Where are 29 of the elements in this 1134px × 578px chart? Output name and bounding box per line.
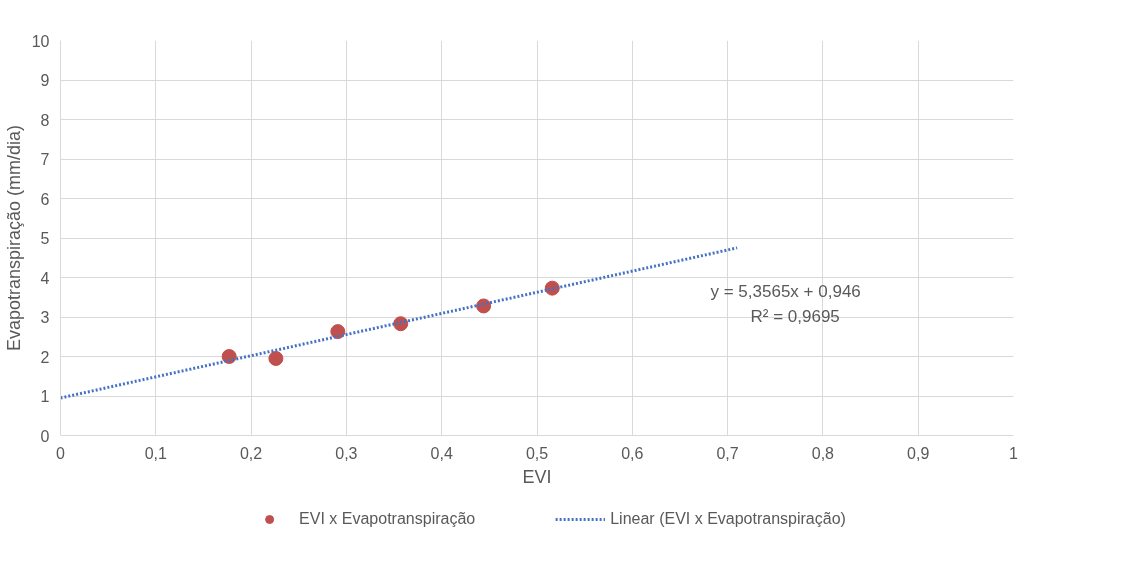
y-tick-label: 6 xyxy=(40,190,50,208)
x-tick-label: 0,5 xyxy=(525,444,549,462)
y-tick-label: 10 xyxy=(31,32,50,50)
y-axis-title: Evapotranspiração (mm/dia) xyxy=(3,124,24,352)
y-tick-label: 5 xyxy=(40,230,50,247)
x-tick-label: 0,2 xyxy=(239,444,263,462)
y-tick-label: 7 xyxy=(40,151,50,168)
y-tick-label: 4 xyxy=(40,269,50,287)
y-tick-label: 0 xyxy=(40,427,50,445)
x-tick-label: 0,9 xyxy=(907,444,930,462)
x-tick-label: 0,1 xyxy=(144,444,168,462)
x-tick-label: 0,3 xyxy=(335,444,358,462)
y-tick-label: 3 xyxy=(40,309,50,326)
y-tick-label: 9 xyxy=(40,72,50,89)
y-tick-label: 2 xyxy=(40,348,50,366)
legend-label: EVI x Evapotranspiração xyxy=(299,510,476,528)
point xyxy=(268,350,284,366)
x-axis-title: EVI xyxy=(522,466,552,487)
annotation: R² = 0,9695 xyxy=(750,306,840,326)
annotation: y = 5,3565x + 0,946 xyxy=(710,281,861,301)
x-tick-label: 0,8 xyxy=(811,444,835,462)
y-tick-label: 8 xyxy=(40,111,50,129)
x-tick-label: 0,6 xyxy=(621,444,644,462)
x-tick-label: 0,7 xyxy=(716,444,739,462)
legend-label: Linear (EVI x Evapotranspiração) xyxy=(610,510,846,528)
x-tick-label: 1 xyxy=(1009,444,1019,462)
x-tick-label: 0,4 xyxy=(430,444,453,462)
x-tick-label: 0 xyxy=(56,444,66,462)
y-tick-label: 1 xyxy=(40,388,50,405)
